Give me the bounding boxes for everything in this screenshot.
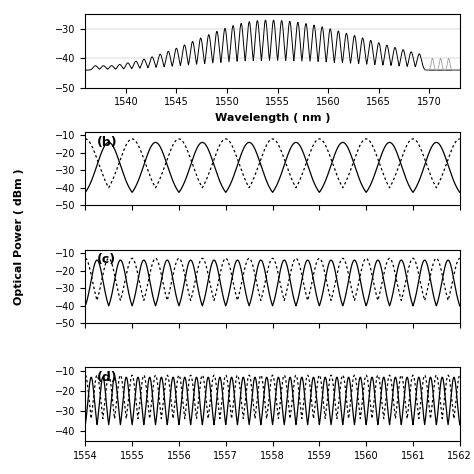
Text: (b): (b) xyxy=(97,136,117,148)
Text: (d): (d) xyxy=(97,371,117,384)
Text: Optical Power ( dBm ): Optical Power ( dBm ) xyxy=(14,169,24,305)
X-axis label: Wavelength ( nm ): Wavelength ( nm ) xyxy=(215,113,330,123)
Text: (c): (c) xyxy=(97,253,116,266)
